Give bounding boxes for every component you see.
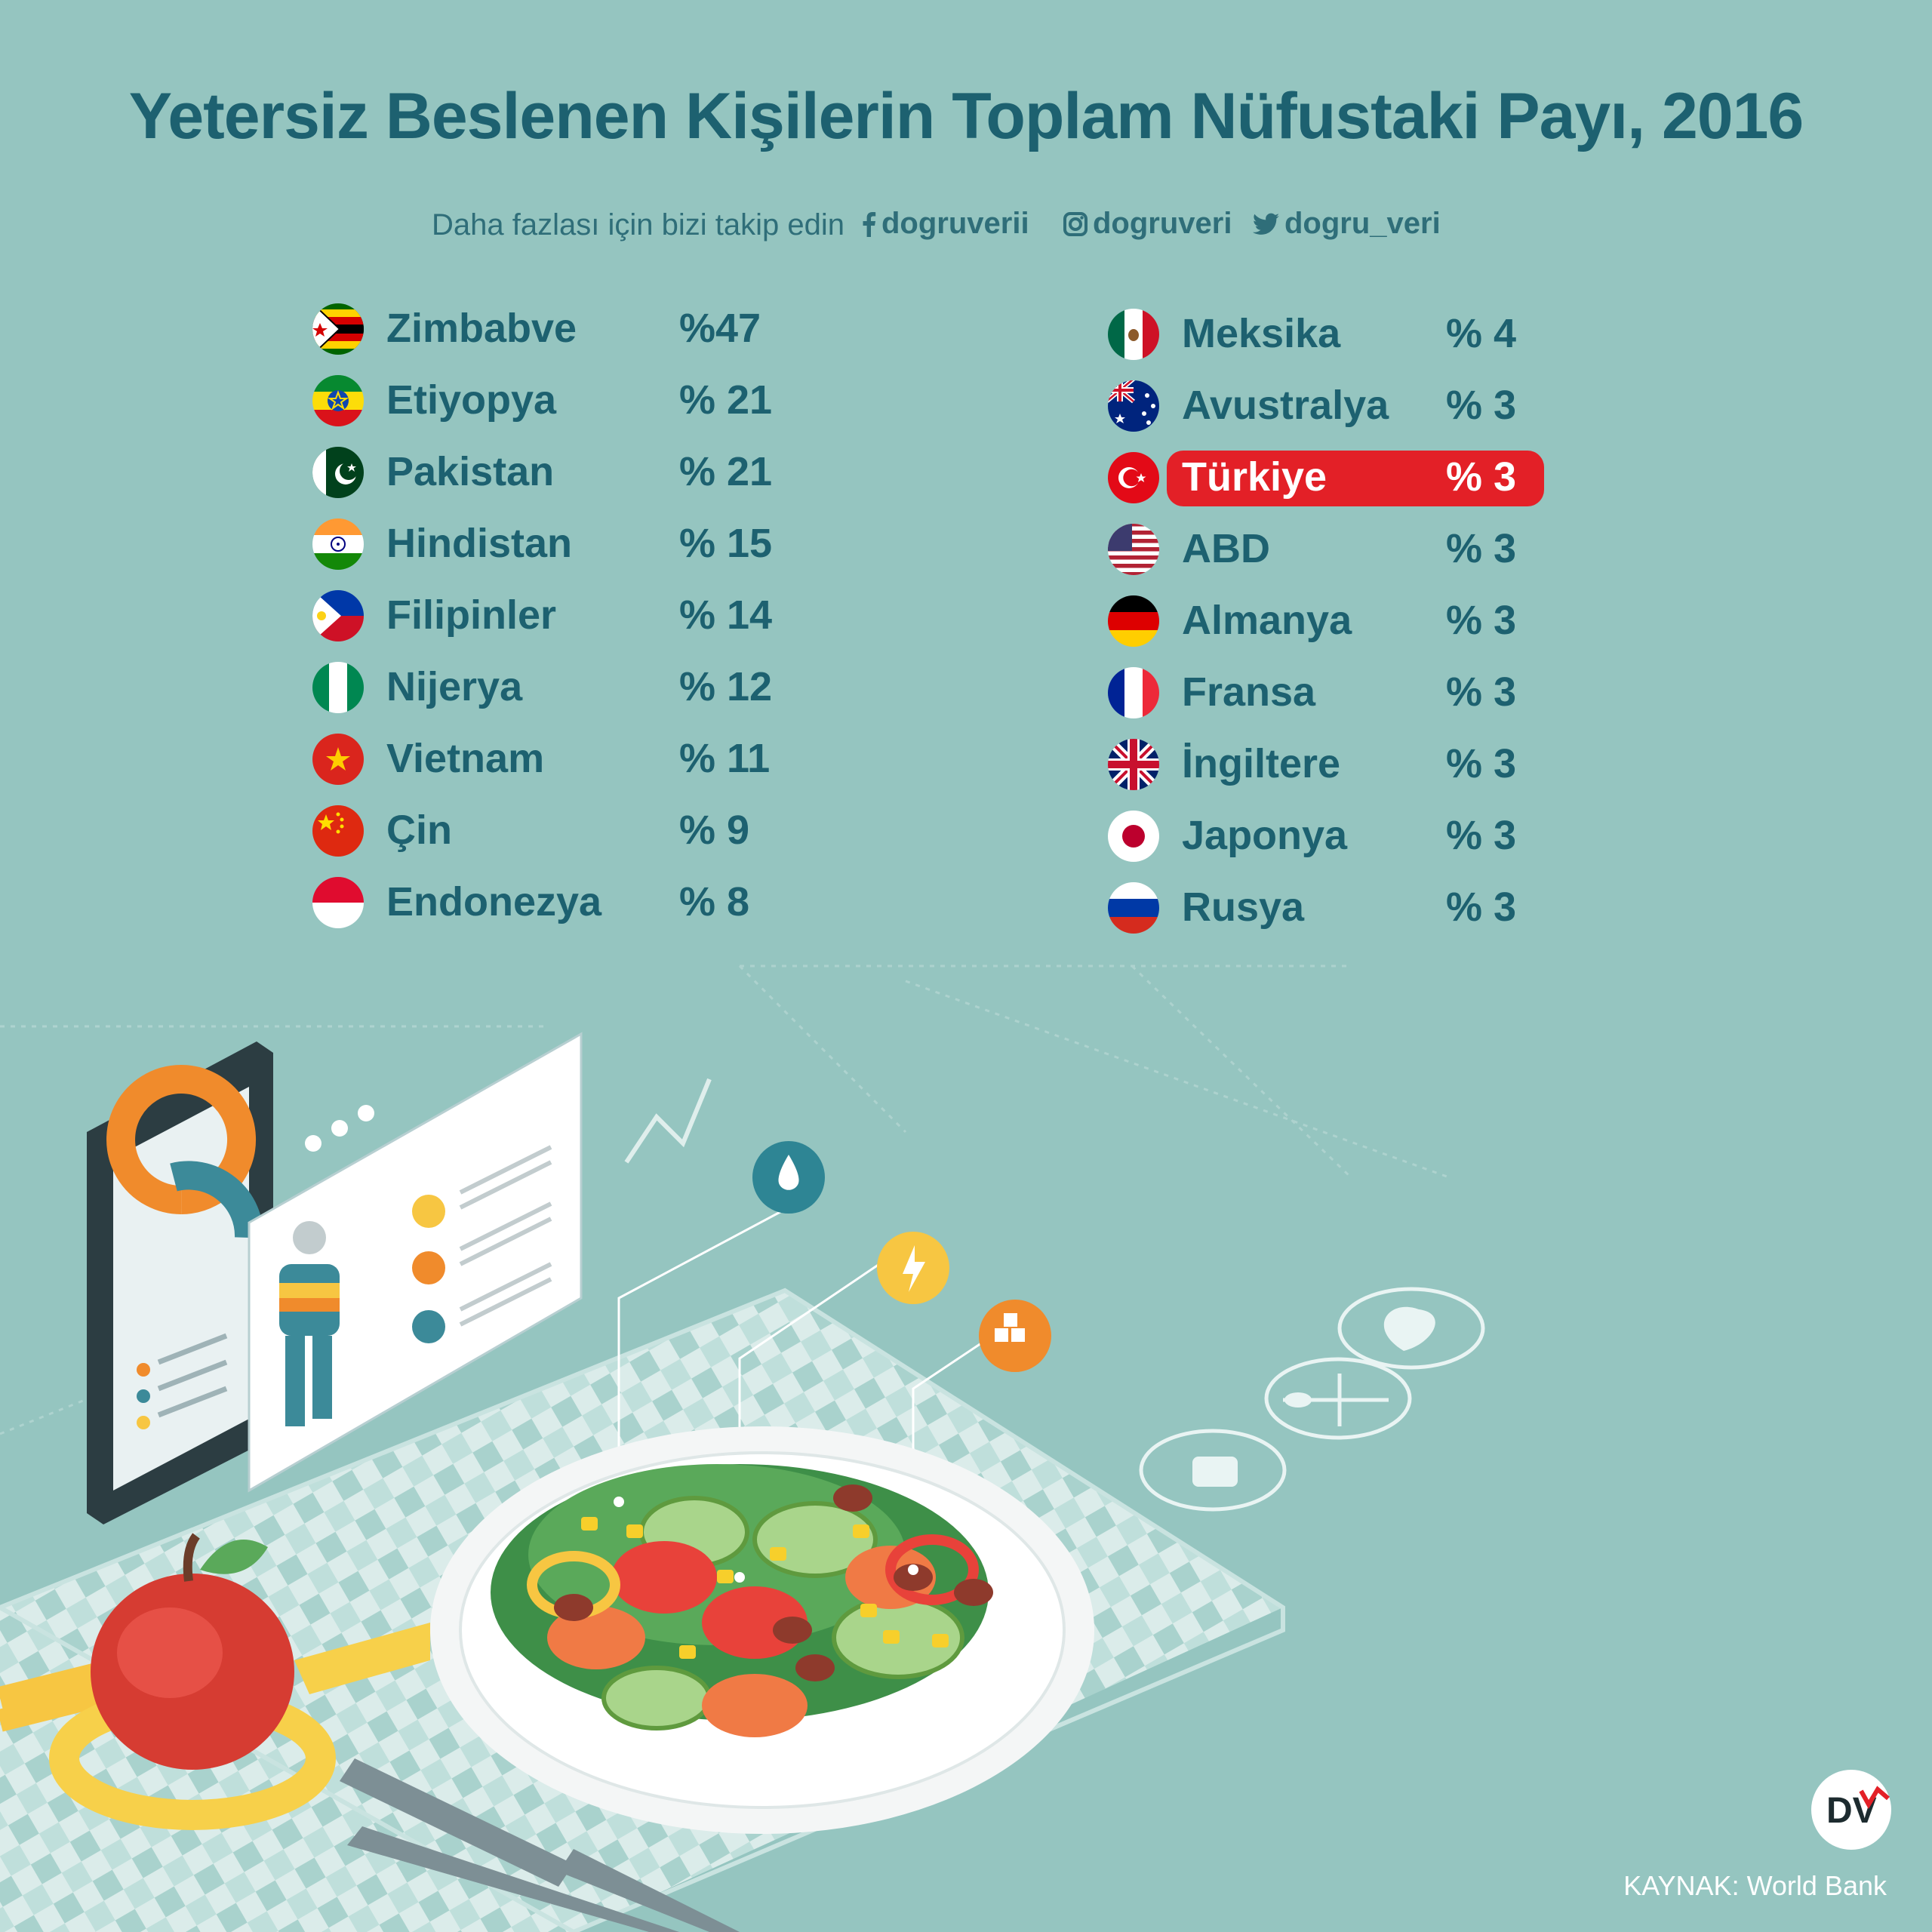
pakistan-flag-icon <box>312 447 364 498</box>
country-name: Meksika <box>1182 311 1341 356</box>
table-row: Etiyopya % 21 <box>311 371 839 431</box>
usa-flag-icon <box>1108 524 1159 575</box>
country-value: % 3 <box>1446 884 1517 930</box>
australia-flag-icon <box>1108 380 1159 432</box>
country-value: % 3 <box>1446 741 1517 786</box>
ethiopia-flag-icon <box>312 375 364 426</box>
table-row: Hindistan % 15 <box>311 514 839 574</box>
country-value: % 12 <box>679 664 773 709</box>
country-name: Vietnam <box>386 736 545 781</box>
china-flag-icon <box>312 805 364 857</box>
country-value: % 4 <box>1446 311 1517 356</box>
turkey-flag-icon <box>1108 452 1159 503</box>
table-row: Çin % 9 <box>311 801 839 861</box>
country-name: Pakistan <box>386 449 555 494</box>
table-row: Meksika % 4 <box>1106 304 1559 365</box>
country-name: Almanya <box>1182 598 1352 643</box>
instagram-handle: dogruveri <box>1093 207 1232 240</box>
russia-flag-icon <box>1108 882 1159 934</box>
table-row: Endonezya % 8 <box>311 872 839 933</box>
country-name: Çin <box>386 808 452 853</box>
twitter-link[interactable]: dogru_veri <box>1253 207 1441 241</box>
page-title: Yetersiz Beslenen Kişilerin Toplam Nüfus… <box>128 80 1804 152</box>
philippines-flag-icon <box>312 590 364 641</box>
table-row: Rusya % 3 <box>1106 878 1559 938</box>
country-value: % 15 <box>679 521 773 566</box>
country-value: % 8 <box>679 879 750 924</box>
facebook-handle: dogruverii <box>881 207 1029 240</box>
country-name: Türkiye <box>1182 454 1327 500</box>
twitter-handle: dogru_veri <box>1284 207 1441 240</box>
country-name: Hindistan <box>386 521 573 566</box>
country-value: % 3 <box>1446 454 1517 500</box>
country-value: % 3 <box>1446 383 1517 428</box>
table-row: Almanya % 3 <box>1106 591 1559 651</box>
source-credit: KAYNAK: World Bank <box>1623 1870 1887 1901</box>
country-name: Endonezya <box>386 879 602 924</box>
country-value: % 3 <box>1446 669 1517 715</box>
facebook-link[interactable]: dogruverii <box>860 207 1029 241</box>
country-name: Rusya <box>1182 884 1305 930</box>
table-row: Filipinler % 14 <box>311 586 839 646</box>
country-value: % 11 <box>679 736 771 781</box>
mexico-flag-icon <box>1108 309 1159 360</box>
uk-flag-icon <box>1108 739 1159 790</box>
table-row: Pakistan % 21 <box>311 442 839 503</box>
table-row: Nijerya % 12 <box>311 657 839 718</box>
dv-logo: DV <box>1811 1770 1891 1850</box>
france-flag-icon <box>1108 667 1159 718</box>
table-row: Zimbabve %47 <box>311 299 839 359</box>
follow-text: Daha fazlası için bizi takip edin <box>432 208 844 242</box>
instagram-icon <box>1063 211 1088 236</box>
facebook-icon <box>863 211 876 237</box>
country-value: % 14 <box>679 592 773 638</box>
germany-flag-icon <box>1108 595 1159 647</box>
table-row: ABD % 3 <box>1106 519 1559 580</box>
country-name: Filipinler <box>386 592 557 638</box>
country-value: % 21 <box>679 377 773 423</box>
country-value: % 3 <box>1446 813 1517 858</box>
logo-text: DV <box>1826 1791 1877 1831</box>
country-value: % 3 <box>1446 598 1517 643</box>
country-value: % 9 <box>679 808 750 853</box>
country-name: Nijerya <box>386 664 523 709</box>
twitter-icon <box>1253 213 1279 235</box>
nigeria-flag-icon <box>312 662 364 713</box>
turkey-highlight-bar <box>1167 451 1544 506</box>
japan-flag-icon <box>1108 811 1159 862</box>
country-name: Japonya <box>1182 813 1348 858</box>
country-value: % 21 <box>679 449 773 494</box>
table-row: Fransa % 3 <box>1106 663 1559 723</box>
zimbabwe-flag-icon <box>312 303 364 355</box>
country-name: ABD <box>1182 526 1270 571</box>
country-name: Fransa <box>1182 669 1316 715</box>
country-name: Zimbabve <box>386 306 577 351</box>
table-row-highlighted: Türkiye % 3 <box>1106 448 1559 508</box>
country-name: İngiltere <box>1182 741 1341 786</box>
country-name: Etiyopya <box>386 377 557 423</box>
table-row: Vietnam % 11 <box>311 729 839 789</box>
country-value: % 3 <box>1446 526 1517 571</box>
vietnam-flag-icon <box>312 734 364 785</box>
table-row: Avustralya % 3 <box>1106 376 1559 436</box>
country-value: %47 <box>679 306 761 351</box>
india-flag-icon <box>312 518 364 570</box>
table-row: İngiltere % 3 <box>1106 734 1559 795</box>
instagram-link[interactable]: dogruveri <box>1063 207 1232 241</box>
table-row: Japonya % 3 <box>1106 806 1559 866</box>
indonesia-flag-icon <box>312 877 364 928</box>
country-name: Avustralya <box>1182 383 1389 428</box>
